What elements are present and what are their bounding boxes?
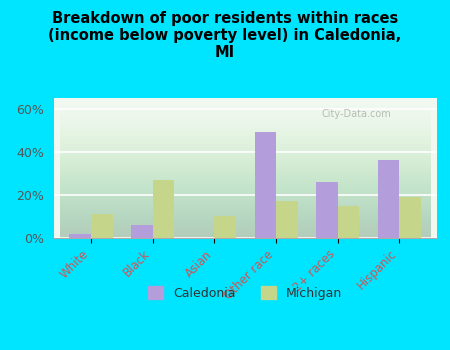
- Bar: [214, 216, 236, 238]
- Bar: [378, 160, 400, 238]
- Bar: [338, 206, 360, 238]
- Bar: [316, 182, 338, 238]
- Text: Breakdown of poor residents within races
(income below poverty level) in Caledon: Breakdown of poor residents within races…: [49, 10, 401, 60]
- Bar: [69, 234, 91, 238]
- Text: City-Data.com: City-Data.com: [322, 109, 392, 119]
- Bar: [131, 225, 153, 238]
- Bar: [91, 214, 112, 238]
- Bar: [255, 132, 276, 238]
- Bar: [153, 180, 174, 238]
- Bar: [276, 201, 298, 238]
- Legend: Caledonia, Michigan: Caledonia, Michigan: [144, 281, 347, 304]
- Bar: [400, 197, 421, 238]
